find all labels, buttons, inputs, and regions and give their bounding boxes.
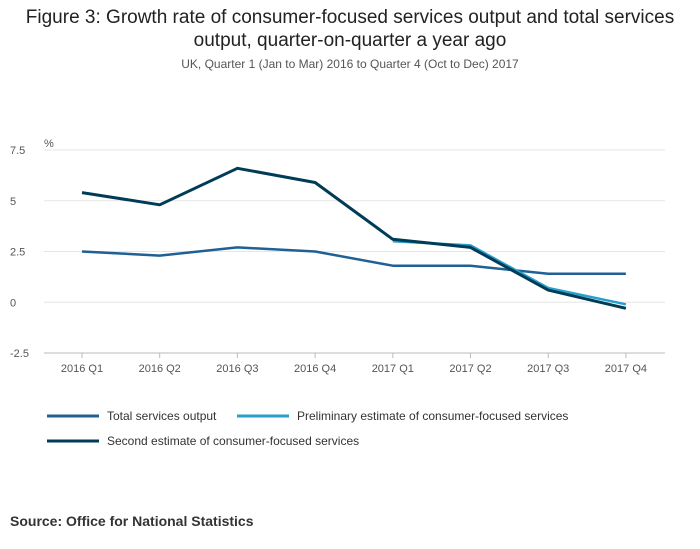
chart-title: Figure 3: Growth rate of consumer-focuse… bbox=[25, 7, 675, 51]
chart-subtitle: UK, Quarter 1 (Jan to Mar) 2016 to Quart… bbox=[181, 57, 519, 71]
x-tick-label: 2016 Q4 bbox=[294, 363, 336, 375]
x-axis: 2016 Q1 2016 Q2 2016 Q3 2016 Q4 2017 Q1 2017 … bbox=[44, 352, 665, 375]
y-tick-label: 5 bbox=[10, 196, 16, 208]
source-note: Source: Office for National Statistics bbox=[10, 513, 254, 529]
legend: Total services output Preliminary estimat… bbox=[47, 409, 568, 448]
y-axis-ticks: 7.5 5 2.5 0 -2.5 bbox=[10, 145, 29, 360]
x-tick-label: 2017 Q2 bbox=[449, 363, 491, 375]
legend-label: Preliminary estimate of consumer-focused… bbox=[297, 409, 568, 423]
legend-label: Total services output bbox=[107, 409, 217, 423]
series-line-1 bbox=[81, 246, 626, 276]
gridlines bbox=[44, 149, 665, 354]
y-tick-label: 2.5 bbox=[10, 247, 25, 259]
x-tick-label: 2017 Q4 bbox=[605, 363, 647, 375]
y-tick-label: 0 bbox=[10, 297, 16, 309]
x-tick-label: 2017 Q3 bbox=[527, 363, 569, 375]
x-tick-label: 2016 Q1 bbox=[61, 363, 103, 375]
x-tick-label: 2017 Q1 bbox=[372, 363, 414, 375]
legend-label: Second estimate of consumer-focused serv… bbox=[107, 434, 359, 448]
y-tick-label: 7.5 bbox=[10, 145, 25, 157]
y-tick-label: -2.5 bbox=[10, 348, 29, 360]
x-tick-label: 2016 Q2 bbox=[139, 363, 181, 375]
series-line-3 bbox=[81, 166, 627, 310]
series-lines bbox=[81, 166, 627, 310]
y-axis-label: % bbox=[44, 138, 54, 150]
x-tick-label: 2016 Q3 bbox=[216, 363, 258, 375]
